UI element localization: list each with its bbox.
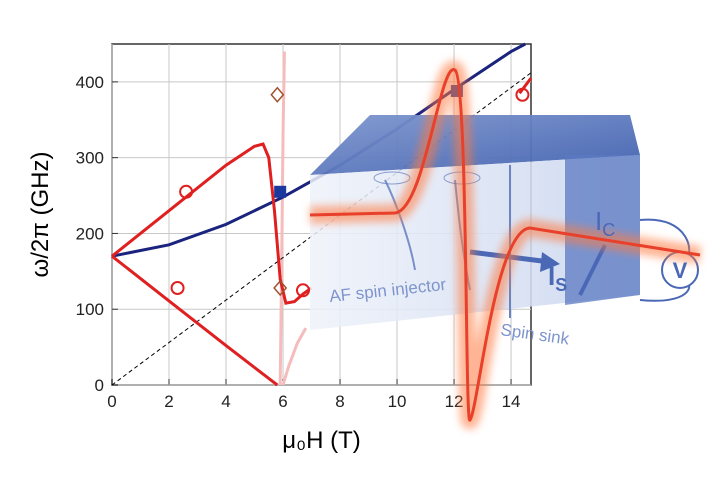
y-tick-label: 300 <box>76 149 104 168</box>
x-tick-label: 4 <box>221 392 230 411</box>
charge-current-arrow <box>578 244 607 296</box>
x-tick-label: 0 <box>107 392 116 411</box>
point <box>274 185 287 198</box>
charge-current-label: IC <box>595 206 615 240</box>
point <box>273 279 288 297</box>
y-tick-label: 0 <box>95 376 104 395</box>
y-tick-label: 100 <box>76 300 104 319</box>
subscript: S <box>555 275 567 295</box>
symbol: I <box>595 206 602 236</box>
line <box>111 142 313 305</box>
signal-curve <box>309 68 701 422</box>
x-tick-label: 10 <box>388 392 407 411</box>
point <box>170 281 185 296</box>
voltmeter-label: V <box>673 258 688 283</box>
arrowhead <box>540 252 560 272</box>
x-tick-label: 14 <box>502 392 521 411</box>
point <box>270 86 285 103</box>
line <box>278 51 286 386</box>
x-tick-label: 8 <box>335 392 344 411</box>
line <box>281 327 308 386</box>
point <box>179 184 194 199</box>
spin-sink <box>565 155 640 305</box>
x-tick-label: 2 <box>164 392 173 411</box>
line <box>518 77 533 95</box>
y-axis-label: ω/2π (GHz) <box>27 152 54 278</box>
x-tick-label: 12 <box>445 392 464 411</box>
point <box>295 283 310 298</box>
spin-current-label: IS <box>548 261 567 295</box>
x-axis-label: μ₀H (T) <box>282 427 360 454</box>
x-tick-label: 6 <box>278 392 287 411</box>
point <box>515 87 530 102</box>
illustration: AF spin injector Spin sink IS IC V <box>309 60 702 430</box>
subscript: C <box>602 220 615 240</box>
y-tick-label: 200 <box>76 224 104 243</box>
symbol: I <box>548 261 555 291</box>
line <box>111 254 279 387</box>
y-tick-label: 400 <box>76 73 104 92</box>
